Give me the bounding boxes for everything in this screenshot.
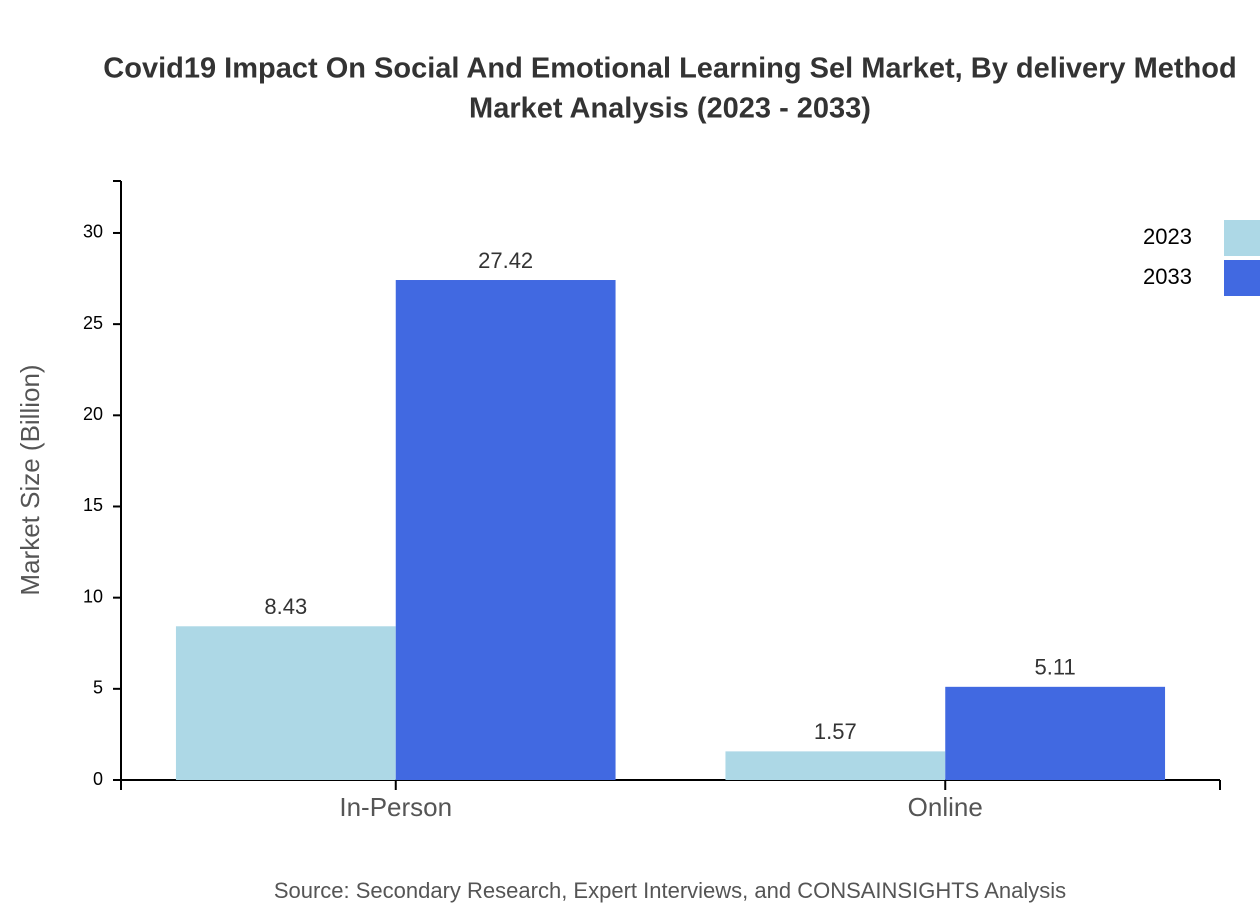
legend-label: 2023 <box>1143 224 1192 249</box>
data-label: 27.42 <box>478 248 533 273</box>
bar <box>725 751 946 780</box>
chart-subtitle: Market Analysis (2023 - 2033) <box>469 93 871 125</box>
y-tick-label: 0 <box>93 769 103 789</box>
data-label: 5.11 <box>1035 655 1076 680</box>
bar <box>175 626 396 780</box>
legend-label: 2033 <box>1143 264 1192 289</box>
x-tick-label: Online <box>908 792 983 822</box>
y-tick-label: 20 <box>83 404 103 424</box>
x-tick-label: In-Person <box>339 792 452 822</box>
y-tick-label: 5 <box>93 678 103 698</box>
data-label: 1.57 <box>814 719 857 744</box>
chart-title: Covid19 Impact On Social And Emotional L… <box>103 53 1236 85</box>
y-tick-label: 25 <box>83 313 103 333</box>
y-axis-label: Market Size (Billion) <box>15 364 45 595</box>
y-tick-label: 15 <box>83 495 103 515</box>
legend-swatch <box>1224 260 1260 296</box>
source-note: Source: Secondary Research, Expert Inter… <box>274 878 1066 903</box>
legend-swatch <box>1224 220 1260 256</box>
y-tick-label: 30 <box>83 222 103 242</box>
y-tick-label: 10 <box>83 586 103 606</box>
bar <box>945 686 1166 780</box>
bar <box>395 280 616 780</box>
data-label: 8.43 <box>264 594 307 619</box>
